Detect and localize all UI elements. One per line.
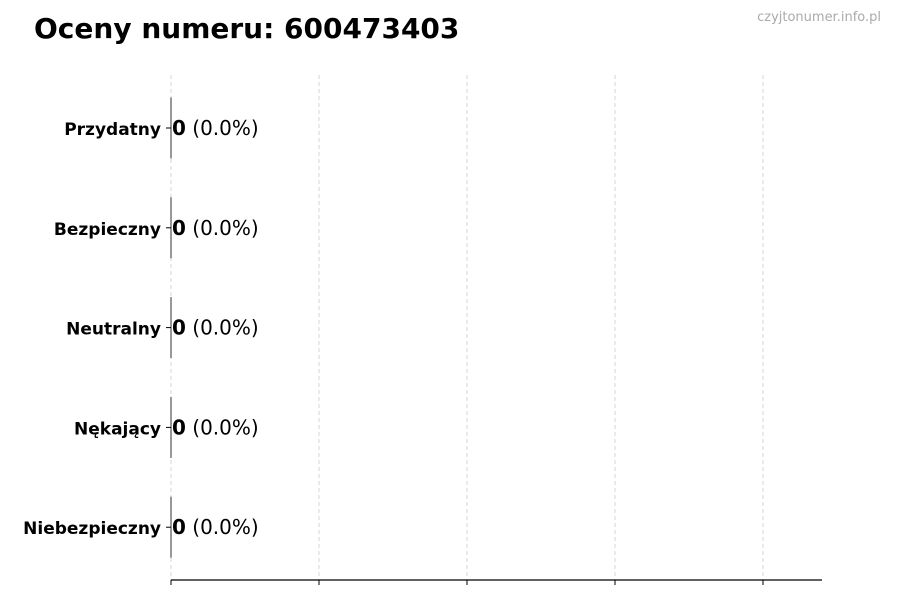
category-label: Bezpieczny bbox=[54, 220, 161, 240]
data-label: 0 (0.0%) bbox=[172, 515, 259, 539]
data-label: 0 (0.0%) bbox=[172, 216, 259, 240]
category-label: Nękający bbox=[74, 419, 161, 439]
chart-title: Oceny numeru: 600473403 bbox=[34, 12, 460, 45]
data-label-count: 0 bbox=[172, 116, 186, 140]
data-label-count: 0 bbox=[172, 316, 186, 340]
data-label-count: 0 bbox=[172, 216, 186, 240]
data-label-percent: (0.0%) bbox=[186, 415, 259, 439]
data-label-percent: (0.0%) bbox=[186, 216, 259, 240]
category-label: Niebezpieczny bbox=[23, 519, 161, 539]
data-label-count: 0 bbox=[172, 415, 186, 439]
data-label-count: 0 bbox=[172, 515, 186, 539]
category-label: Przydatny bbox=[64, 120, 161, 140]
data-label: 0 (0.0%) bbox=[172, 316, 259, 340]
data-label: 0 (0.0%) bbox=[172, 116, 259, 140]
watermark: czyjtonumer.info.pl bbox=[757, 10, 881, 25]
data-label-percent: (0.0%) bbox=[186, 515, 259, 539]
data-label-percent: (0.0%) bbox=[186, 116, 259, 140]
data-label-percent: (0.0%) bbox=[186, 316, 259, 340]
data-label: 0 (0.0%) bbox=[172, 415, 259, 439]
category-label: Neutralny bbox=[66, 320, 161, 340]
